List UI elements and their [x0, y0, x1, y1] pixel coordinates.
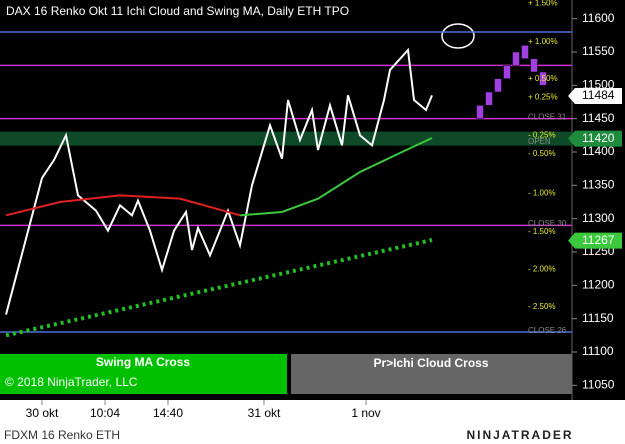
dotted-ma [5, 238, 433, 338]
percent-label: - 2.00% [528, 264, 556, 273]
x-tick-label: 31 okt [248, 406, 281, 420]
price-tag [568, 88, 622, 104]
y-tick-label: 11150 [582, 311, 614, 325]
percent-label: - 1.00% [528, 188, 556, 197]
percent-label: - 0.50% [528, 149, 556, 158]
y-tick-label: 11350 [582, 178, 615, 192]
y-tick-label: 11450 [582, 111, 615, 125]
x-tick-label: 1 nov [351, 406, 380, 420]
y-tick-label: 11400 [582, 144, 615, 158]
copyright: © 2018 NinjaTrader, LLC [5, 375, 138, 389]
y-tick-label: 11050 [582, 378, 615, 392]
renko-brick [494, 78, 502, 93]
instrument: FDXM 16 Renko ETH [4, 428, 120, 442]
renko-brick [476, 105, 484, 119]
percent-label: - 2.50% [528, 302, 556, 311]
price-tag [568, 130, 622, 147]
percent-label: - 1.50% [528, 227, 556, 236]
renko-brick [521, 45, 529, 59]
x-tick-label: 30 okt [26, 406, 59, 420]
price-tag-label: 11484 [582, 88, 615, 102]
footer-bg [0, 400, 625, 444]
y-tick-label: 11300 [582, 211, 615, 225]
y-tick-label: 11100 [582, 344, 614, 358]
renko-brick [530, 58, 538, 73]
panel-gray [291, 354, 572, 394]
x-tick-label: 14:40 [153, 406, 183, 420]
logo: NINJATRADER [466, 428, 573, 442]
percent-label: + 0.50% [528, 74, 558, 83]
series-line [5, 194, 241, 217]
renko-brick [539, 71, 547, 86]
session-label: CLOSE 31 [528, 112, 567, 121]
percent-label: + 0.25% [528, 92, 558, 101]
chart-title: DAX 16 Renko Okt 11 Ichi Cloud and Swing… [6, 4, 349, 18]
panel-green [0, 354, 287, 394]
plot: 1105011100111501120011250113001135011400… [0, 0, 615, 420]
y-tick-label: 11600 [582, 11, 615, 25]
session-label: CLOSE 26 [528, 326, 567, 335]
percent-label: - 0.25% [528, 130, 556, 139]
price-tag-label: 11420 [582, 131, 615, 145]
x-tick-label: 10:04 [90, 406, 120, 420]
y-tick-label: 11550 [582, 44, 615, 58]
price-tag-label: 11267 [582, 233, 615, 247]
percent-label: + 1.50% [528, 0, 558, 7]
series-line [239, 137, 433, 217]
percent-label: + 1.00% [528, 37, 558, 46]
renko-brick [503, 65, 511, 79]
y-tick-label: 11200 [582, 278, 615, 292]
renko-brick [485, 91, 493, 106]
panel-label: Pr>Ichi Cloud Cross [373, 356, 488, 370]
highlight-circle [441, 23, 475, 49]
price-tag [568, 232, 622, 249]
session-label: CLOSE 30 [528, 219, 567, 228]
session-label: OPEN [528, 137, 551, 146]
panel-label: Swing MA Cross [96, 355, 191, 369]
renko-brick [512, 51, 520, 66]
